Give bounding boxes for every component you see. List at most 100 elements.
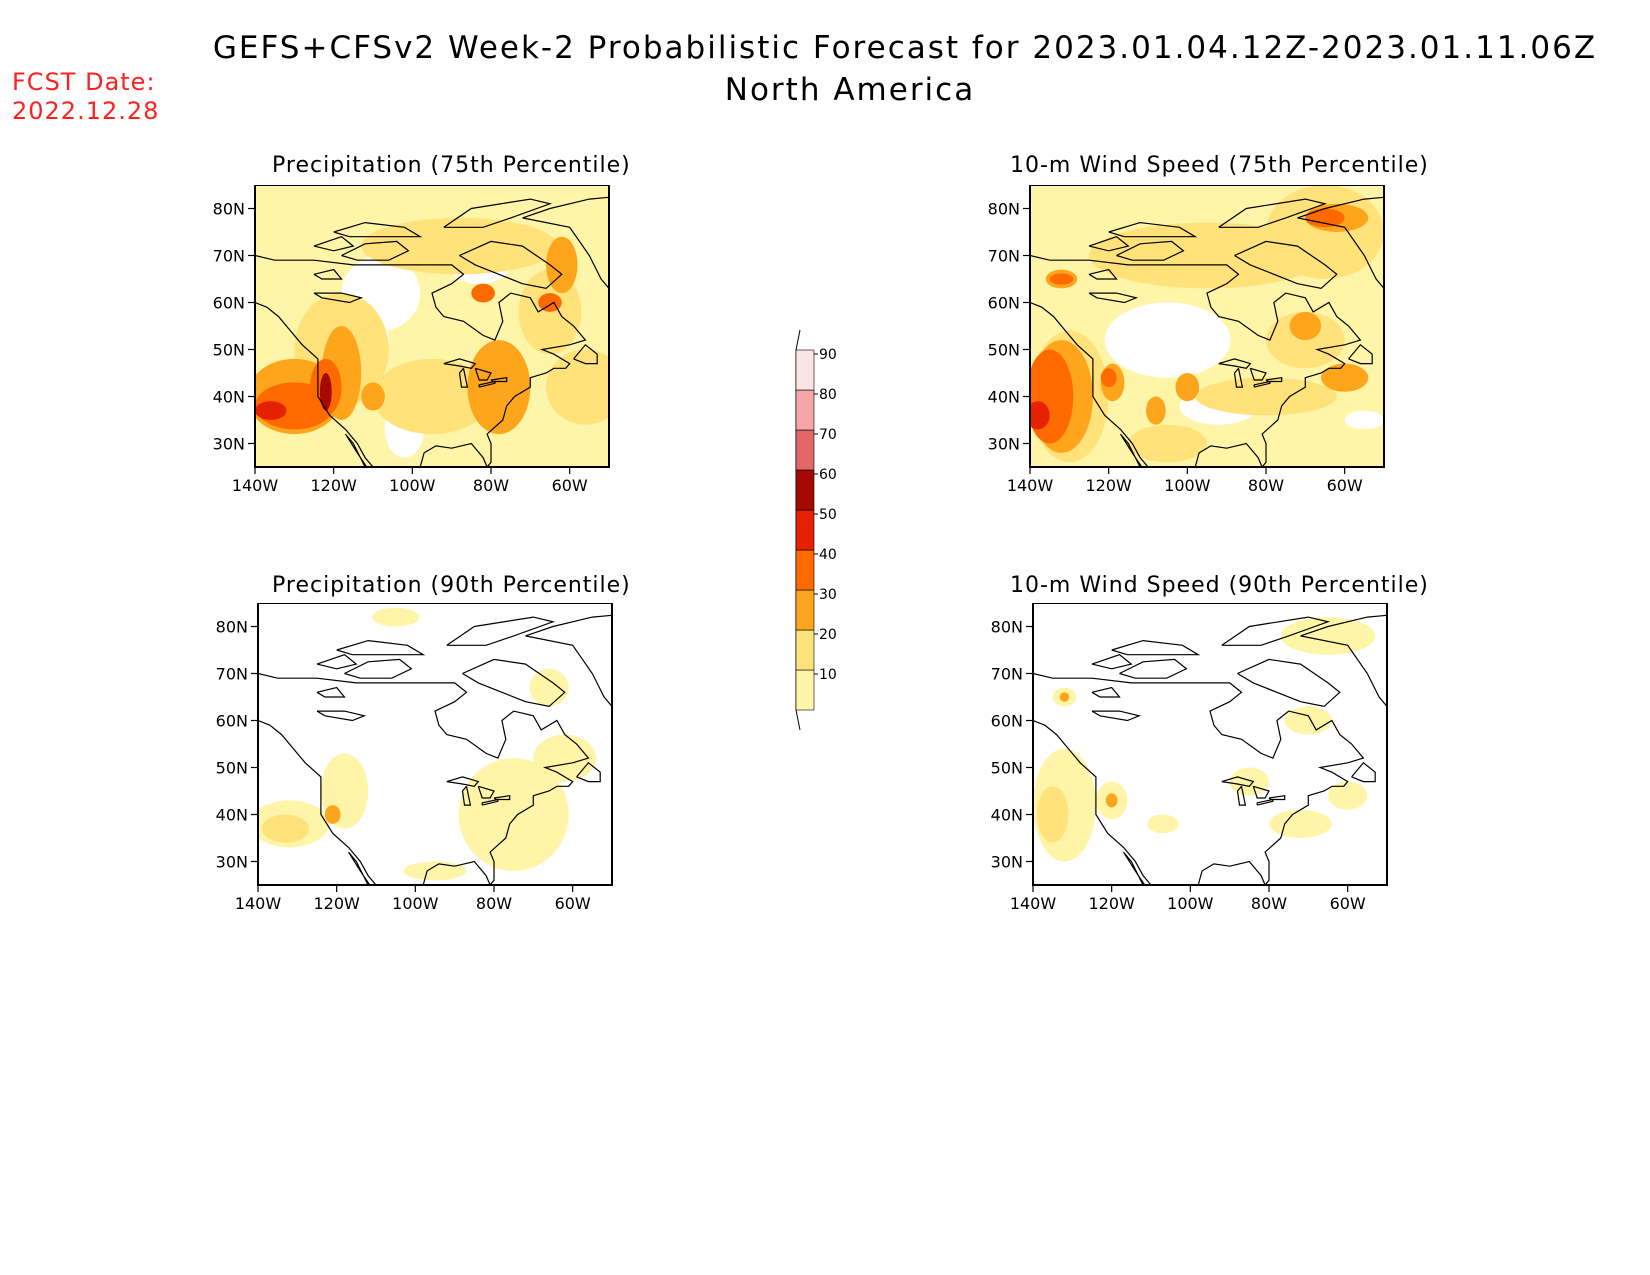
lat-tick-label: 50N <box>216 759 248 778</box>
probability-contour <box>1280 617 1376 655</box>
map-panel-wind75: 80N 70N 60N 50N 40N 30N 140W 120W 100W 80W 60W <box>988 185 1385 495</box>
panel-title-wind90: 10-m Wind Speed (90th Percentile) <box>1010 573 1429 598</box>
forecast-date-label: FCST Date: <box>12 68 156 96</box>
panel-title-precip75: Precipitation (75th Percentile) <box>272 153 631 178</box>
lat-tick-label: 40N <box>988 388 1020 407</box>
coastline <box>461 785 472 806</box>
coastline <box>313 268 343 280</box>
lat-tick-label: 70N <box>213 247 245 266</box>
colorbar-label: 60 <box>819 467 837 483</box>
probability-contour <box>1147 814 1179 834</box>
probability-contour <box>1030 401 1050 430</box>
map-panel-precip90: 80N 70N 60N 50N 40N 30N 140W 120W 100W 80W 60W <box>216 603 613 913</box>
colorbar-label: 50 <box>819 507 837 523</box>
coastline <box>1236 785 1247 806</box>
panel-title-precip90: Precipitation (90th Percentile) <box>272 573 631 598</box>
lon-tick-label: 60W <box>1330 894 1366 913</box>
probability-contour <box>529 668 569 707</box>
lat-tick-label: 40N <box>216 806 248 825</box>
probability-contour <box>1284 706 1332 735</box>
lat-tick-label: 40N <box>991 806 1023 825</box>
coastline <box>1218 358 1252 369</box>
probability-contour <box>1105 793 1118 808</box>
colorbar-label: 10 <box>819 667 837 683</box>
coastlines <box>1033 614 1387 885</box>
lon-tick-label: 60W <box>552 476 588 495</box>
coastline <box>443 358 477 369</box>
lon-tick-label: 80W <box>1251 894 1287 913</box>
map-panel-wind90: 80N 70N 60N 50N 40N 30N 140W 120W 100W 80W 60W <box>991 603 1388 913</box>
figure-title: GEFS+CFSv2 Week-2 Probabilistic Forecast… <box>0 30 1650 108</box>
lat-tick-label: 70N <box>216 665 248 684</box>
lon-tick-label: 140W <box>1010 894 1057 913</box>
coastline <box>1088 268 1118 280</box>
probability-contour <box>1266 311 1345 369</box>
probability-contour <box>1289 311 1322 341</box>
coastline <box>1119 658 1188 679</box>
lon-tick-label: 120W <box>1088 894 1135 913</box>
lat-tick-label: 80N <box>213 200 245 219</box>
coastline <box>462 658 566 708</box>
probability-contour <box>1146 396 1166 425</box>
lat-tick-label: 30N <box>988 435 1020 454</box>
lon-tick-label: 100W <box>1164 476 1211 495</box>
probability-contour <box>1321 363 1369 392</box>
map-frame <box>1029 185 1385 468</box>
lat-tick-label: 60N <box>216 712 248 731</box>
probability-contour <box>403 861 467 881</box>
coastline <box>1348 343 1373 365</box>
coastline <box>344 658 413 679</box>
probability-contour <box>255 401 287 420</box>
lon-tick-label: 120W <box>313 894 360 913</box>
coastline <box>477 785 495 799</box>
probability-contour <box>1030 349 1074 444</box>
coastline <box>1265 377 1283 383</box>
probability-contour <box>1344 410 1384 430</box>
forecast-date: FCST Date: 2022.12.28 <box>12 68 159 126</box>
coastline <box>344 433 368 467</box>
coastline <box>316 654 358 670</box>
lat-tick-label: 70N <box>988 247 1020 266</box>
coastline <box>1091 654 1133 670</box>
probability-contour <box>261 814 310 843</box>
coastline <box>1116 240 1185 261</box>
probability-contour <box>1036 786 1069 843</box>
lat-tick-label: 60N <box>988 294 1020 313</box>
probability-contour <box>546 349 609 425</box>
colorbar-swatch <box>795 509 815 551</box>
lon-tick-label: 100W <box>392 894 439 913</box>
lat-tick-label: 30N <box>213 435 245 454</box>
colorbar: 10 20 30 40 50 60 70 80 90 <box>795 330 837 731</box>
coastline <box>313 236 355 252</box>
lat-tick-label: 50N <box>988 341 1020 360</box>
lat-tick-label: 50N <box>991 759 1023 778</box>
lon-tick-label: 60W <box>555 894 591 913</box>
coastline <box>1088 236 1130 252</box>
probability-contour <box>1269 809 1332 838</box>
lon-tick-label: 140W <box>235 894 282 913</box>
coastline <box>493 795 511 801</box>
map-frame <box>1032 603 1388 886</box>
probability-contour <box>546 236 578 294</box>
coastline <box>316 686 346 698</box>
probability-contour <box>1104 302 1231 378</box>
coastline <box>1221 616 1331 646</box>
colorbar-swatch <box>795 589 815 631</box>
coastline <box>1033 672 1365 885</box>
coastline <box>1351 761 1376 783</box>
colorbar-label: 80 <box>819 387 837 403</box>
coastline <box>1234 240 1338 290</box>
lat-tick-label: 70N <box>991 665 1023 684</box>
coastline <box>459 240 563 290</box>
lat-tick-label: 60N <box>991 712 1023 731</box>
probability-contour <box>1089 222 1325 289</box>
lon-tick-label: 80W <box>1248 476 1284 495</box>
coastline <box>474 367 492 381</box>
coastline <box>522 196 609 290</box>
lat-tick-label: 80N <box>991 618 1023 637</box>
coastline <box>1268 795 1286 801</box>
coastline <box>1119 433 1143 467</box>
title-line-1: GEFS+CFSv2 Week-2 Probabilistic Forecast… <box>212 30 1598 66</box>
map-frame <box>257 603 613 886</box>
coastline <box>525 614 612 708</box>
